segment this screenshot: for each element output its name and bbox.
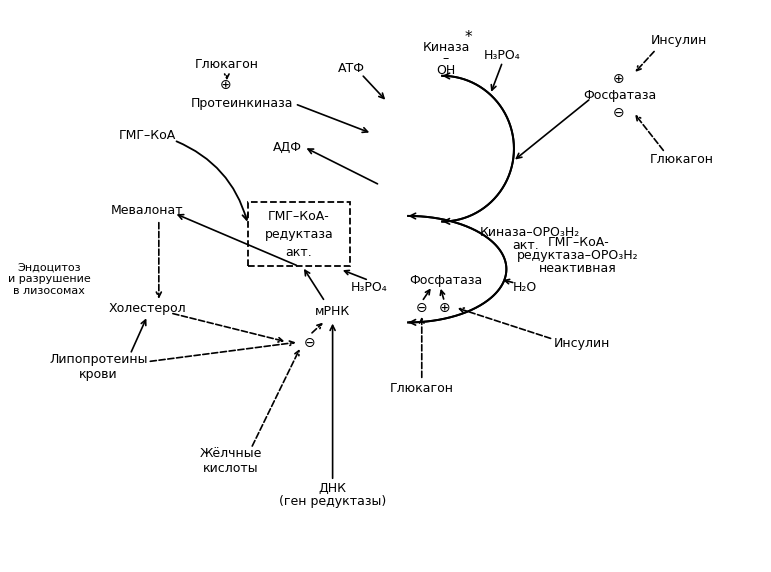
Text: акт.: акт.: [512, 239, 539, 252]
Text: ⊕: ⊕: [220, 78, 231, 92]
Text: Киназа–ОРО₃H₂: Киназа–ОРО₃H₂: [480, 227, 581, 239]
Text: Киназа: Киназа: [423, 41, 470, 54]
Text: ⊕: ⊕: [612, 72, 624, 86]
Text: акт.: акт.: [285, 246, 312, 259]
Text: ⊖: ⊖: [416, 301, 428, 315]
Text: Эндоцитоз
и разрушение
в лизосомах: Эндоцитоз и разрушение в лизосомах: [8, 263, 91, 296]
Text: Мевалонат: Мевалонат: [111, 204, 183, 217]
Text: Фосфатаза: Фосфатаза: [583, 89, 656, 102]
FancyBboxPatch shape: [248, 202, 350, 267]
Text: H₃PO₄: H₃PO₄: [484, 49, 521, 62]
Text: Протеинкиназа: Протеинкиназа: [190, 97, 293, 110]
Text: *: *: [465, 30, 473, 45]
Text: АДФ: АДФ: [274, 141, 302, 153]
Text: ⊖: ⊖: [304, 336, 316, 350]
Text: –: –: [443, 53, 449, 65]
Text: ⊖: ⊖: [612, 106, 624, 120]
Text: ДНК: ДНК: [318, 482, 347, 495]
Text: ГМГ–КоА-: ГМГ–КоА-: [268, 209, 330, 223]
Text: ГМГ–КоА-: ГМГ–КоА-: [547, 236, 609, 249]
Text: мРНК: мРНК: [315, 305, 350, 317]
Text: Глюкагон: Глюкагон: [195, 58, 259, 71]
Text: Холестерол: Холестерол: [109, 302, 187, 315]
Text: редуктаза: редуктаза: [264, 228, 333, 241]
Text: (ген редуктазы): (ген редуктазы): [279, 495, 386, 509]
Text: редуктаза–ОРО₃H₂: редуктаза–ОРО₃H₂: [517, 249, 639, 261]
Text: ОН: ОН: [436, 63, 456, 77]
Text: Инсулин: Инсулин: [554, 337, 610, 349]
Text: АТФ: АТФ: [338, 62, 365, 75]
Text: неактивная: неактивная: [539, 261, 617, 275]
Text: ⊕: ⊕: [439, 301, 450, 315]
Text: Фосфатаза: Фосфатаза: [409, 274, 483, 287]
Text: H₂O: H₂O: [513, 281, 537, 293]
Text: Жёлчные
кислоты: Жёлчные кислоты: [200, 447, 262, 475]
Text: ГМГ–КоА: ГМГ–КоА: [119, 129, 176, 142]
Text: Глюкагон: Глюкагон: [650, 153, 714, 166]
Text: Инсулин: Инсулин: [651, 34, 707, 47]
Text: H₃PO₄: H₃PO₄: [351, 281, 387, 293]
Text: Глюкагон: Глюкагон: [390, 382, 454, 395]
Text: Липопротеины
крови: Липопротеины крови: [49, 353, 147, 382]
